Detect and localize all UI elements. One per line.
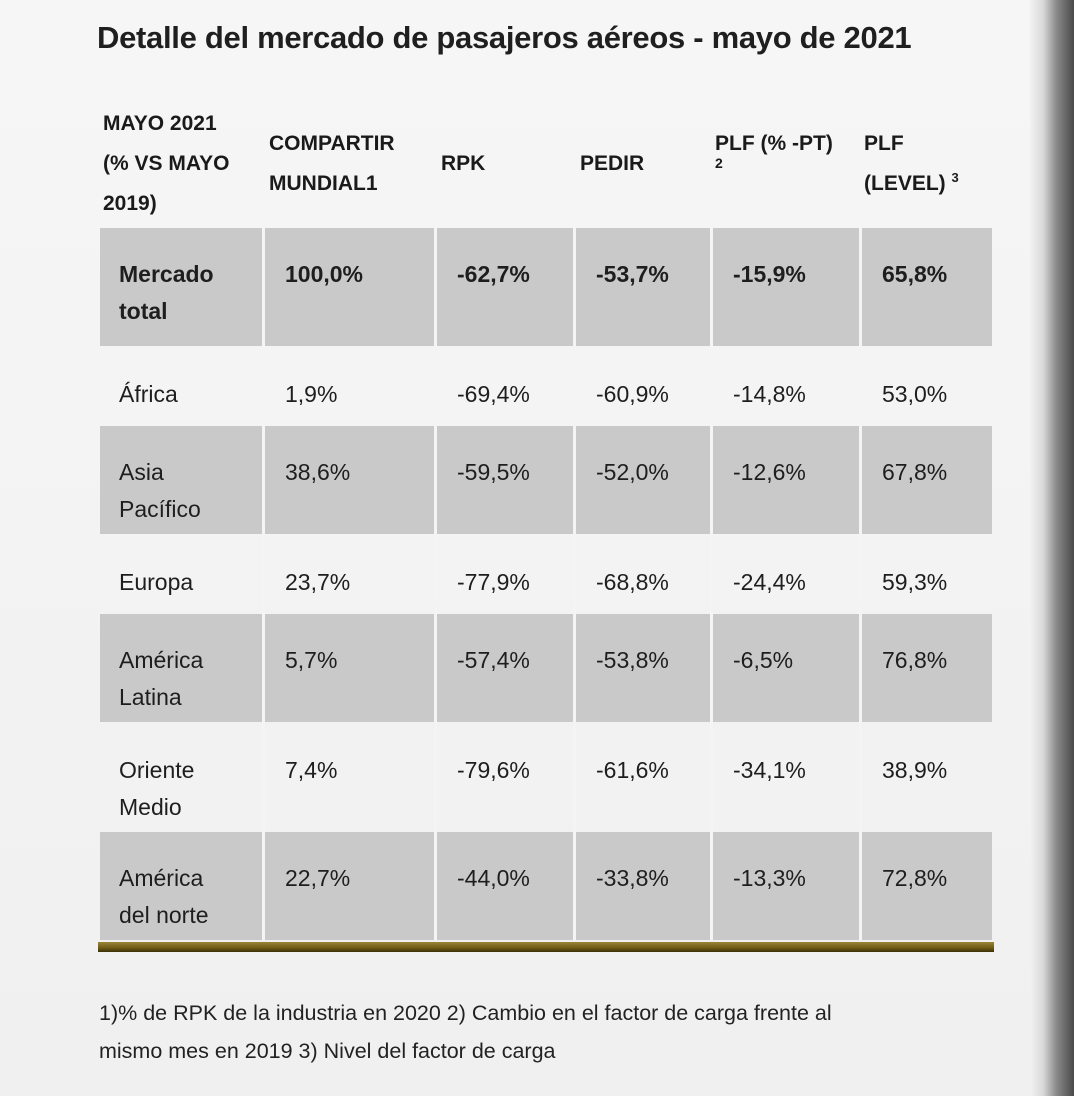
footnote: 1)% de RPK de la industria en 2020 2) Ca… <box>99 994 999 1070</box>
table-header: MAYO 2021 (% VS MAYO 2019) COMPARTIR MUN… <box>100 104 992 226</box>
header-plf-pt: PLF (% -PT) 2 <box>715 124 833 170</box>
ask-cell: -60,9% <box>576 346 713 426</box>
ask-cell: -33,8% <box>576 832 713 940</box>
header-plf-level-unit: (LEVEL) <box>864 171 946 195</box>
region-cell: América del norte <box>100 832 265 940</box>
region-cell: África <box>100 346 265 426</box>
page-edge-shadow <box>1030 0 1074 1096</box>
plf-level-cell: 72,8% <box>862 832 992 940</box>
region-cell: América Latina <box>100 614 265 722</box>
header-world-share-line: COMPARTIR <box>269 132 395 155</box>
header-plf-level: PLF (LEVEL) 3 <box>864 124 959 204</box>
plf-pt-cell: -14,8% <box>713 346 862 426</box>
table-row: Europa 23,7% -77,9% -68,8% -24,4% 59,3% <box>100 534 992 614</box>
table-row: Asia Pacífico 38,6% -59,5% -52,0% -12,6%… <box>100 426 992 534</box>
rpk-cell: -44,0% <box>437 832 576 940</box>
plf-pt-cell: -6,5% <box>713 614 862 722</box>
rpk-cell: -59,5% <box>437 426 576 534</box>
share-cell: 5,7% <box>265 614 437 722</box>
header-period-line: 2019) <box>103 191 157 215</box>
header-period: MAYO 2021 (% VS MAYO 2019) <box>103 104 229 224</box>
rpk-cell: -69,4% <box>437 346 576 426</box>
plf-level-cell: 67,8% <box>862 426 992 534</box>
rpk-cell: -62,7% <box>437 228 576 346</box>
header-period-line: MAYO 2021 <box>103 112 217 135</box>
region-line: Medio <box>119 793 182 820</box>
header-plf-level-note: 3 <box>951 169 959 185</box>
table-row: América Latina 5,7% -57,4% -53,8% -6,5% … <box>100 614 992 722</box>
region-line: Latina <box>119 683 182 710</box>
ask-cell: -53,8% <box>576 614 713 722</box>
rpk-cell: -79,6% <box>437 722 576 832</box>
region-cell: Mercado total <box>100 228 265 346</box>
region-line: América <box>119 865 204 891</box>
header-plf-level-label: PLF <box>864 132 904 155</box>
plf-pt-cell: -24,4% <box>713 534 862 614</box>
footnote-line: mismo mes en 2019 3) Nivel del factor de… <box>99 1039 556 1063</box>
share-cell: 22,7% <box>265 832 437 940</box>
plf-pt-cell: -12,6% <box>713 426 862 534</box>
header-world-share-line: MUNDIAL1 <box>269 171 378 195</box>
share-cell: 7,4% <box>265 722 437 832</box>
plf-level-cell: 53,0% <box>882 381 948 407</box>
region-line: Asia <box>119 459 164 485</box>
header-rpk: RPK <box>441 152 486 175</box>
region-line: total <box>119 297 168 324</box>
region-line: África <box>119 381 178 407</box>
region-cell: Europa <box>100 534 265 614</box>
header-plf-pt-note: 2 <box>715 154 723 171</box>
table-row: Mercado total 100,0% -62,7% -53,7% -15,9… <box>100 228 992 346</box>
table-row: África 1,9% -69,4% -60,9% -14,8% 53,0% <box>100 346 992 426</box>
plf-level-cell: 59,3% <box>882 569 948 595</box>
plf-pt-cell: -13,3% <box>713 832 862 940</box>
share-cell: 100,0% <box>265 228 437 346</box>
ask-cell: -52,0% <box>576 426 713 534</box>
table-row: América del norte 22,7% -44,0% -33,8% -1… <box>100 832 992 940</box>
rpk-cell: -77,9% <box>437 534 576 614</box>
share-cell: 38,6% <box>265 426 437 534</box>
document-page: Detalle del mercado de pasajeros aéreos … <box>0 0 1030 1096</box>
share-cell: 1,9% <box>265 346 437 426</box>
ask-cell: -61,6% <box>576 722 713 832</box>
region-cell: Asia Pacífico <box>100 426 265 534</box>
region-line: Mercado <box>119 261 214 287</box>
footnote-line: 1)% de RPK de la industria en 2020 2) Ca… <box>99 1001 832 1025</box>
header-world-share: COMPARTIR MUNDIAL1 <box>269 124 395 204</box>
plf-pt-cell: -15,9% <box>713 228 862 346</box>
region-line: del norte <box>119 901 209 928</box>
header-plf-pt-label: PLF (% -PT) <box>715 132 833 155</box>
region-line: América <box>119 647 204 673</box>
table-row: Oriente Medio 7,4% -79,6% -61,6% -34,1% … <box>100 722 992 832</box>
share-cell: 23,7% <box>265 534 437 614</box>
rpk-cell: -57,4% <box>437 614 576 722</box>
region-line: Europa <box>119 569 194 595</box>
plf-level-cell: 65,8% <box>862 228 992 346</box>
region-cell: Oriente Medio <box>100 722 265 832</box>
header-period-line: (% VS MAYO <box>103 151 230 175</box>
ask-cell: -68,8% <box>576 534 713 614</box>
region-line: Oriente <box>119 757 195 783</box>
plf-level-cell: 38,9% <box>882 757 948 783</box>
table-title: Detalle del mercado de pasajeros aéreos … <box>97 20 912 55</box>
plf-pt-cell: -34,1% <box>713 722 862 832</box>
ask-cell: -53,7% <box>576 228 713 346</box>
header-ask: PEDIR <box>580 152 645 175</box>
region-line: Pacífico <box>119 495 201 522</box>
plf-level-cell: 76,8% <box>862 614 992 722</box>
gold-divider <box>98 942 994 952</box>
